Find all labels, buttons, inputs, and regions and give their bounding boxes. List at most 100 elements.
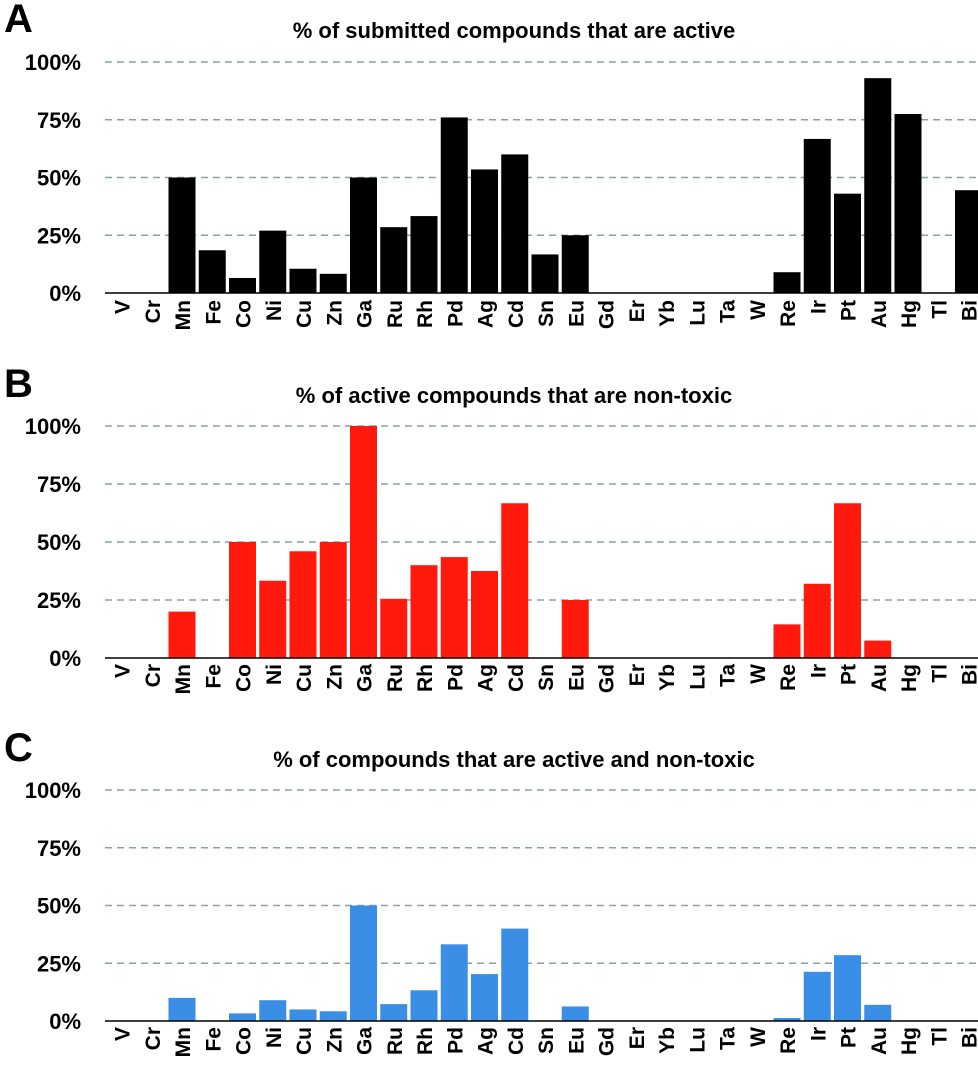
x-tick-label: Bi: [959, 1027, 978, 1048]
bar-ru: [380, 1004, 408, 1021]
bar-mn: [168, 177, 196, 293]
bar-mn: [168, 997, 196, 1021]
x-tick-label: Rh: [414, 300, 437, 328]
y-tick-label: 0%: [49, 1009, 81, 1034]
x-tick-label: Hg: [898, 1027, 921, 1055]
x-tick-label: Ga: [354, 300, 377, 328]
x-tick-label: W: [747, 664, 770, 684]
bar-cu: [289, 551, 317, 658]
x-tick-label: Bi: [959, 664, 978, 685]
bar-rh: [410, 990, 438, 1021]
bar-pd: [440, 944, 468, 1021]
x-tick-label: Ta: [717, 300, 740, 323]
x-tick-label: Ru: [384, 664, 407, 692]
x-tick-label: Ir: [807, 664, 830, 678]
x-tick-label: Cd: [505, 1027, 528, 1055]
y-tick-label: 75%: [37, 108, 81, 133]
x-tick-label: Ta: [717, 1027, 740, 1050]
x-tick-label: Mn: [172, 664, 195, 694]
x-tick-label: Ga: [354, 1027, 377, 1055]
x-tick-label: Pd: [444, 664, 467, 691]
x-tick-label: Sn: [535, 300, 558, 327]
x-tick-label: Au: [868, 664, 891, 692]
bar-eu: [561, 235, 589, 293]
chart-panel-b: B % of active compounds that are non-toxi…: [4, 362, 978, 694]
x-tick-label: Lu: [686, 1027, 709, 1053]
bar-cu: [289, 268, 317, 293]
x-tick-label: Cu: [293, 664, 316, 692]
bar-ga: [350, 905, 377, 1021]
bar-zn: [319, 273, 347, 293]
bar-ir: [803, 971, 831, 1021]
chart-title: % of compounds that are active and non-t…: [273, 747, 755, 772]
chart-title: % of submitted compounds that are active: [293, 18, 736, 43]
x-tick-label: Ga: [354, 664, 377, 692]
y-tick-label: 25%: [37, 588, 81, 613]
bar-sn: [531, 254, 559, 293]
y-tick-label: 0%: [49, 281, 81, 306]
x-tick-label: Fe: [202, 300, 225, 325]
y-tick-label: 100%: [25, 414, 81, 439]
bar-co: [229, 1013, 256, 1021]
x-tick-label: Re: [777, 300, 800, 327]
bar-eu: [561, 1006, 589, 1021]
bar-ni: [259, 230, 287, 293]
x-tick-label: Pt: [838, 1027, 861, 1048]
y-tick-label: 0%: [49, 646, 81, 671]
bar-ni: [259, 1000, 287, 1021]
bar-ag: [471, 571, 498, 658]
y-tick-label: 100%: [25, 778, 81, 803]
x-tick-label: Cd: [505, 664, 528, 692]
x-tick-label: Ir: [807, 1027, 830, 1041]
x-tick-label: Cr: [142, 1027, 165, 1050]
x-tick-label: Eu: [565, 1027, 588, 1054]
bar-pt: [834, 955, 861, 1021]
bar-co: [229, 542, 256, 658]
panel-letter: C: [4, 726, 33, 770]
x-tick-label: Zn: [323, 664, 346, 690]
x-tick-label: Er: [626, 1027, 649, 1049]
bar-zn: [319, 1011, 347, 1021]
bar-ru: [380, 598, 408, 658]
x-tick-label: Ta: [717, 664, 740, 687]
x-tick-label: Pt: [838, 300, 861, 321]
bar-mn: [168, 611, 196, 658]
x-tick-label: Co: [233, 1027, 256, 1055]
x-tick-label: Ni: [263, 1027, 286, 1048]
x-tick-label: Re: [777, 1027, 800, 1054]
x-tick-label: V: [112, 664, 135, 678]
bar-ga: [350, 426, 377, 658]
x-tick-label: Co: [233, 300, 256, 328]
bar-ir: [803, 583, 831, 658]
x-tick-label: Ni: [263, 664, 286, 685]
bar-cu: [289, 1009, 317, 1021]
x-tick-label: V: [112, 1027, 135, 1041]
bar-pd: [440, 557, 468, 658]
y-tick-label: 75%: [37, 472, 81, 497]
x-tick-label: Er: [626, 300, 649, 322]
x-tick-label: Cd: [505, 300, 528, 328]
x-tick-label: Zn: [323, 300, 346, 326]
x-tick-label: Au: [868, 1027, 891, 1055]
bar-rh: [410, 565, 438, 658]
chart-title: % of active compounds that are non-toxic: [296, 383, 732, 408]
x-tick-label: Eu: [565, 300, 588, 327]
x-tick-label: Hg: [898, 664, 921, 692]
x-tick-label: Er: [626, 664, 649, 686]
y-tick-label: 50%: [37, 166, 81, 191]
x-tick-label: Yb: [656, 1027, 679, 1054]
x-tick-label: Ru: [384, 300, 407, 328]
x-tick-label: Cu: [293, 1027, 316, 1055]
chart-panel-a: A % of submitted compounds that are activ…: [4, 0, 978, 330]
bar-zn: [319, 542, 347, 658]
x-tick-label: Re: [777, 664, 800, 691]
bar-ga: [350, 177, 377, 293]
bar-ni: [259, 580, 287, 658]
bar-au: [864, 640, 892, 658]
bar-pt: [834, 503, 861, 658]
x-tick-label: Gd: [596, 664, 619, 693]
bar-rh: [410, 216, 438, 293]
x-tick-label: Yb: [656, 300, 679, 327]
